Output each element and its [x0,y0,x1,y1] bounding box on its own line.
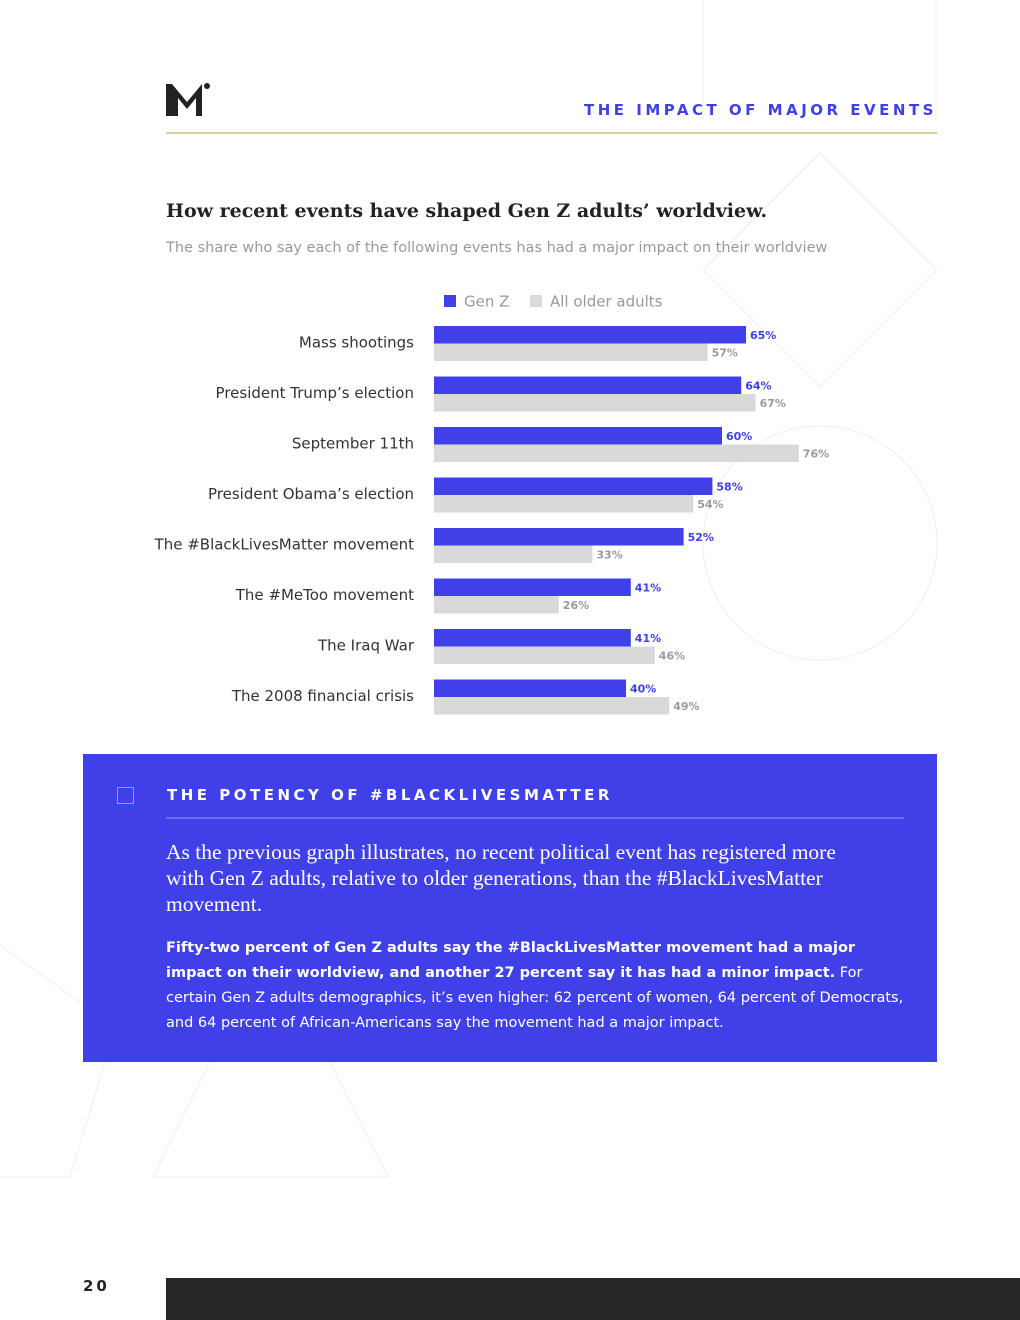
category-label: The 2008 financial crisis [231,687,414,705]
category-label: President Trump’s election [216,384,414,402]
value-label: 33% [596,548,622,561]
value-label: 40% [630,682,656,695]
bar [434,495,694,513]
callout-box [83,754,937,1062]
value-label: 52% [688,531,714,544]
bar [434,343,708,361]
legend-swatch [444,295,456,307]
category-label: The Iraq War [317,637,415,655]
bar [434,477,713,495]
value-label: 46% [659,649,685,662]
callout-icon [117,787,134,804]
callout-heading: THE POTENCY OF #BLACKLIVESMATTER [167,786,613,804]
value-label: 49% [673,700,699,713]
value-label: 64% [745,379,771,392]
value-label: 65% [750,329,776,342]
bar [434,444,799,462]
callout-body: Fifty-two percent of Gen Z adults say th… [166,936,906,1036]
chart-title: How recent events have shaped Gen Z adul… [166,200,768,222]
section-title: THE IMPACT OF MAJOR EVENTS [583,101,937,119]
bar [434,629,631,647]
value-label: 76% [803,447,829,460]
value-label: 67% [760,397,786,410]
chart-subtitle: The share who say each of the following … [166,240,828,256]
bar [434,646,655,664]
category-label: The #BlackLivesMatter movement [154,536,415,554]
bar [434,545,593,563]
bar [434,427,722,445]
body-bold: Fifty-two percent of Gen Z adults say th… [166,940,856,981]
callout-lead: As the previous graph illustrates, no re… [166,840,836,916]
category-label: Mass shootings [299,334,414,352]
bar [434,528,684,546]
logo [166,83,210,116]
bar [434,679,626,697]
value-label: 41% [635,581,661,594]
category-label: The #MeToo movement [235,586,414,604]
chart: Gen Z All older adults Mass shootings 65% 57… [154,293,829,715]
page-number: 20 [83,1277,110,1295]
value-label: 60% [726,430,752,443]
value-label: 26% [563,599,589,612]
bar [434,697,670,715]
value-label: 58% [716,480,742,493]
bar [434,596,559,614]
legend-label: Gen Z [464,293,509,311]
footer-band [166,1278,1020,1320]
decoration [0,0,938,1178]
value-label: 54% [697,498,723,511]
bar [434,376,742,394]
body-text: For certain Gen Z adults demographics, i… [166,965,904,1031]
category-label: September 11th [292,435,414,453]
value-label: 57% [712,346,738,359]
legend-swatch [530,295,542,307]
category-label: President Obama’s election [208,485,414,503]
bar [434,394,756,412]
bar [434,578,631,596]
value-label: 41% [635,632,661,645]
legend-label: All older adults [550,293,663,311]
bar [434,326,746,344]
